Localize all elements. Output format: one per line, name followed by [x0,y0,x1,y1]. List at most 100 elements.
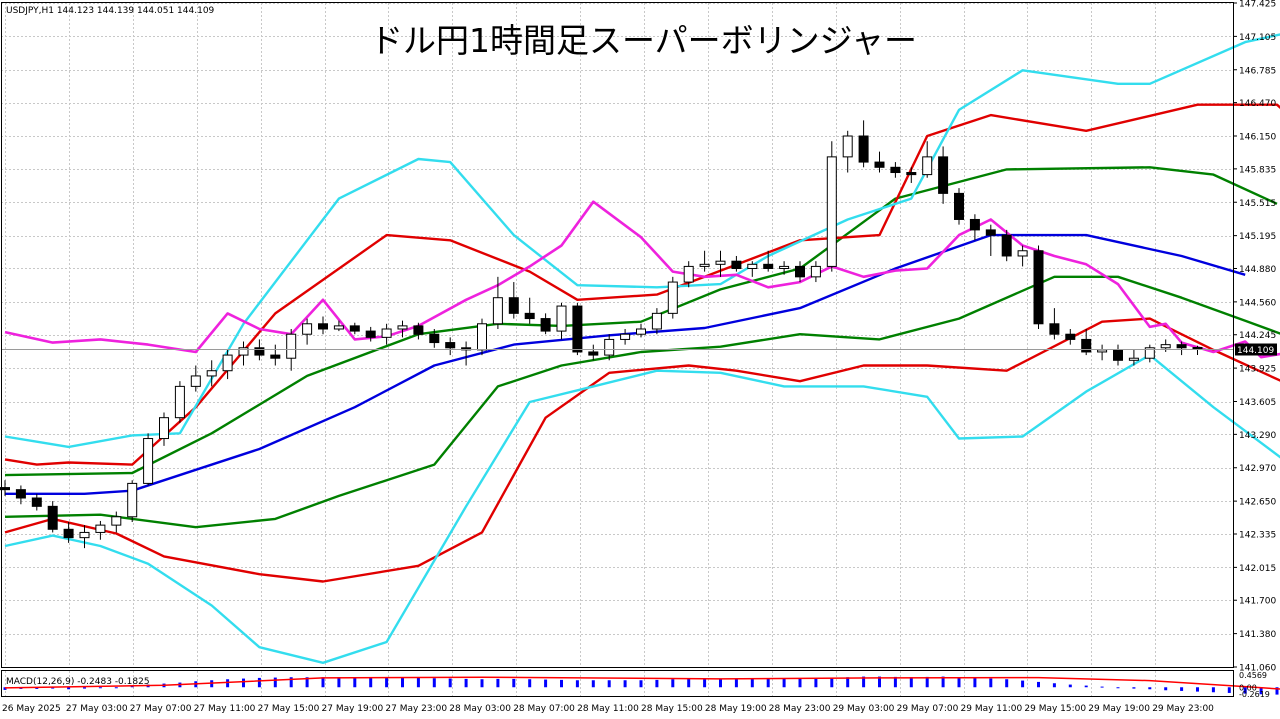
candle [1176,341,1187,356]
candle-body [1097,349,1108,353]
x-tick-label: 27 May 15:00 [258,704,320,714]
candle-body [636,328,646,335]
candle [0,480,10,496]
band-sma [5,233,1246,495]
macd-bar [1259,687,1263,695]
x-tick-label: 28 May 07:00 [513,704,575,714]
y-tick-label: 145.835 [1239,165,1276,175]
macd-bar [1084,685,1088,688]
y-tick-label: 144.245 [1239,331,1276,341]
macd-bar [560,679,563,688]
candle-body [333,325,344,330]
candle-body [620,333,631,340]
macd-bar [1148,687,1152,690]
macd-bar [989,678,993,688]
macd-bar [623,680,627,688]
x-tick-label: 27 May 19:00 [322,704,384,714]
candle [810,261,821,283]
candle-body [254,347,265,356]
candle-body [667,281,678,314]
macd-bar [464,678,468,688]
macd-bar [1227,687,1231,693]
y-tick-label: 145.515 [1239,199,1276,209]
macd-y-tick-label: 0.00 [1239,683,1257,692]
candle [15,485,26,505]
band-minus3 [4,353,1280,664]
macd-bar [703,678,707,688]
x-tick-label: 29 May 03:00 [833,704,895,714]
candle-body [858,135,869,163]
candle-body [413,325,424,335]
macd-bar [512,678,516,688]
candle [492,276,503,330]
macd-bar [448,678,452,688]
candle-body [1081,338,1092,353]
candle [461,341,472,366]
macd-y-tick-label: -0.2619 [1239,690,1270,699]
lagging-span-line [4,200,1280,359]
candle-body [31,497,42,507]
x-tick-label: 29 May 07:00 [897,704,959,714]
time-axis: 26 May 2025 27 May 03:00 27 May 07:00 27 Ma… [2,704,1214,714]
macd-bar [67,687,71,690]
candle [922,141,933,178]
y-tick-label: 143.925 [1239,365,1276,375]
candle-body [699,263,710,267]
y-tick-label: 142.970 [1239,464,1276,474]
candle-body [604,338,615,356]
candle-body [890,166,901,174]
candle [1017,245,1028,267]
macd-bar [305,677,309,688]
x-tick-label: 28 May 19:00 [705,704,767,714]
candle [222,349,233,380]
macd-bar [671,679,675,688]
candle-body [1192,346,1203,350]
macd-bar [639,680,643,688]
candle-body [985,229,996,236]
macd-bar [909,677,913,688]
candle [381,323,392,345]
y-tick-label: 144.880 [1239,265,1276,275]
last-price-label: 144.109 [1237,346,1274,356]
candle [556,302,567,340]
y-tick-label: 141.700 [1239,597,1276,607]
candle-body [524,312,535,320]
x-tick-label: 29 May 23:00 [1152,704,1214,714]
candle-body [651,312,662,330]
y-tick-label: 147.425 [1239,0,1276,10]
x-tick-label: 29 May 15:00 [1024,704,1086,714]
macd-bar [273,677,277,688]
candle-body [826,156,837,267]
macd-bar [528,679,532,688]
y-tick-label: 143.605 [1239,398,1276,408]
candle [779,261,790,275]
candle-body [922,156,933,176]
candle [174,381,185,423]
macd-bar [1275,687,1279,695]
candles [0,120,1203,549]
candle-body [1128,357,1139,361]
candle-body [238,347,249,356]
x-tick-label: 28 May 15:00 [641,704,703,714]
macd-bar [941,676,945,688]
macd-bar [1068,684,1072,688]
y-tick-label: 146.470 [1239,99,1276,109]
y-tick-label: 142.335 [1239,530,1276,540]
macd-bar [734,678,738,688]
y-tick-label: 141.060 [1239,664,1276,674]
macd-bar [591,680,595,688]
candle-body [127,482,138,518]
macd-bar [957,677,961,688]
macd-bar [83,687,86,689]
macd-bar [782,678,786,688]
candle-body [906,172,917,176]
candle [1001,229,1012,262]
candle-body [795,265,805,278]
candle [397,320,408,338]
macd-y-tick-label: 0.4569 [1239,671,1267,680]
macd-bar [830,677,834,688]
candle [1033,245,1044,330]
candle [683,261,694,288]
macd-signal-line [4,676,1280,690]
